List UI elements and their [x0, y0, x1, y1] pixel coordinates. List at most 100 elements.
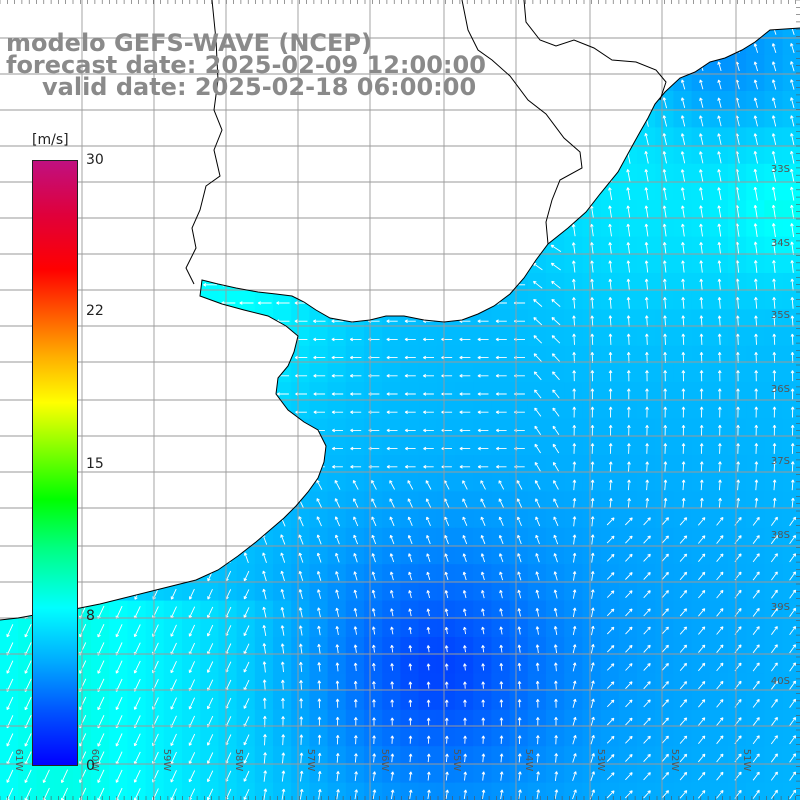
- wind-arrow: [663, 406, 668, 418]
- wind-speed-cell: [236, 673, 256, 693]
- wind-arrow: [771, 61, 777, 72]
- wind-speed-cell: [473, 455, 492, 474]
- wind-arrow: [517, 699, 522, 708]
- wind-arrow: [643, 772, 651, 781]
- wind-arrow: [590, 461, 595, 472]
- wind-speed-cell: [327, 691, 347, 711]
- wind-arrow: [499, 681, 504, 689]
- wind-speed-cell: [345, 455, 365, 474]
- wind-speed-cell: [564, 436, 583, 456]
- wind-arrow: [354, 717, 358, 726]
- wind-arrow: [716, 789, 724, 799]
- wind-arrow: [608, 351, 613, 364]
- wind-speed-cell: [163, 600, 183, 620]
- wind-arrow: [243, 589, 250, 600]
- wind-speed-cell: [746, 546, 765, 565]
- wind-arrow: [317, 752, 322, 763]
- wind-arrow: [699, 297, 704, 309]
- wind-speed-cell: [637, 691, 656, 711]
- wind-speed-cell: [236, 564, 256, 583]
- wind-arrow: [790, 43, 795, 54]
- wind-speed-cell: [418, 364, 438, 383]
- wind-arrow: [407, 498, 413, 508]
- wind-speed-cell: [691, 527, 711, 547]
- wind-speed-cell: [327, 327, 347, 347]
- wind-arrow: [699, 333, 704, 345]
- wind-arrow: [771, 168, 777, 183]
- wind-arrow: [716, 771, 724, 781]
- wind-arrow: [644, 260, 649, 273]
- wind-speed-cell: [655, 345, 674, 365]
- wind-arrow: [572, 516, 577, 527]
- wind-speed-cell: [509, 491, 529, 511]
- wind-arrow: [662, 169, 667, 182]
- wind-arrow: [681, 242, 685, 255]
- wind-arrow: [422, 337, 434, 342]
- wind-arrow: [536, 753, 540, 763]
- wind-arrow: [390, 753, 395, 763]
- wind-speed-cell: [291, 728, 310, 747]
- wind-arrow: [699, 205, 704, 219]
- wind-speed-cell: [491, 309, 511, 329]
- wind-speed-cell: [782, 145, 800, 165]
- wind-arrow: [426, 534, 431, 545]
- wind-arrow: [663, 424, 668, 436]
- wind-arrow: [386, 337, 398, 342]
- wind-arrow: [371, 516, 377, 527]
- wind-arrow: [699, 424, 704, 436]
- wind-arrow: [426, 753, 431, 763]
- wind-arrow: [535, 553, 540, 563]
- wind-arrow: [243, 661, 250, 673]
- wind-arrow: [444, 590, 449, 599]
- wind-arrow: [699, 169, 704, 182]
- wind-speed-cell: [782, 582, 800, 602]
- wind-speed-cell: [637, 728, 656, 747]
- wind-arrow: [572, 297, 576, 309]
- wind-speed-cell: [382, 491, 401, 511]
- wind-arrow: [170, 661, 177, 674]
- wind-speed-cell: [764, 673, 784, 693]
- wind-speed-cell: [709, 637, 729, 656]
- wind-arrow: [717, 115, 722, 127]
- wind-arrow: [789, 662, 797, 672]
- wind-arrow: [770, 516, 778, 526]
- wind-arrow: [790, 133, 795, 146]
- wind-arrow: [625, 553, 633, 562]
- wind-arrow: [772, 424, 777, 436]
- wind-arrow: [790, 241, 794, 255]
- wind-speed-cell: [527, 436, 547, 456]
- wind-arrow: [753, 186, 758, 201]
- wind-arrow: [572, 388, 576, 400]
- wind-arrow: [590, 297, 594, 309]
- wind-arrow: [625, 699, 633, 708]
- wind-speed-cell: [546, 327, 565, 347]
- wind-speed-cell: [564, 400, 583, 420]
- wind-arrow: [335, 716, 340, 727]
- wind-arrow: [133, 624, 141, 638]
- wind-speed-cell: [709, 327, 729, 347]
- wind-speed-cell: [236, 746, 256, 765]
- wind-arrow: [495, 410, 507, 414]
- wind-arrow: [736, 461, 741, 473]
- wind-speed-cell: [455, 491, 474, 511]
- wind-speed-cell: [382, 345, 401, 365]
- wind-speed-cell: [600, 473, 620, 492]
- wind-speed-cell: [236, 728, 256, 747]
- wind-arrow: [404, 446, 416, 451]
- wind-arrow: [679, 699, 688, 708]
- wind-arrow: [404, 355, 416, 360]
- wind-arrow: [644, 278, 649, 291]
- wind-arrow: [608, 187, 613, 201]
- wind-arrow: [645, 406, 649, 418]
- wind-speed-cell: [782, 72, 800, 92]
- wind-arrow: [681, 370, 686, 382]
- wind-arrow: [408, 735, 413, 744]
- wind-arrow: [276, 301, 290, 305]
- wind-arrow: [280, 607, 285, 618]
- wind-arrow: [681, 406, 686, 418]
- wind-speed-cell: [746, 509, 765, 529]
- wind-arrow: [423, 446, 434, 451]
- wind-arrow: [770, 534, 778, 545]
- wind-speed-cell: [345, 473, 365, 492]
- wind-speed-cell: [782, 127, 800, 147]
